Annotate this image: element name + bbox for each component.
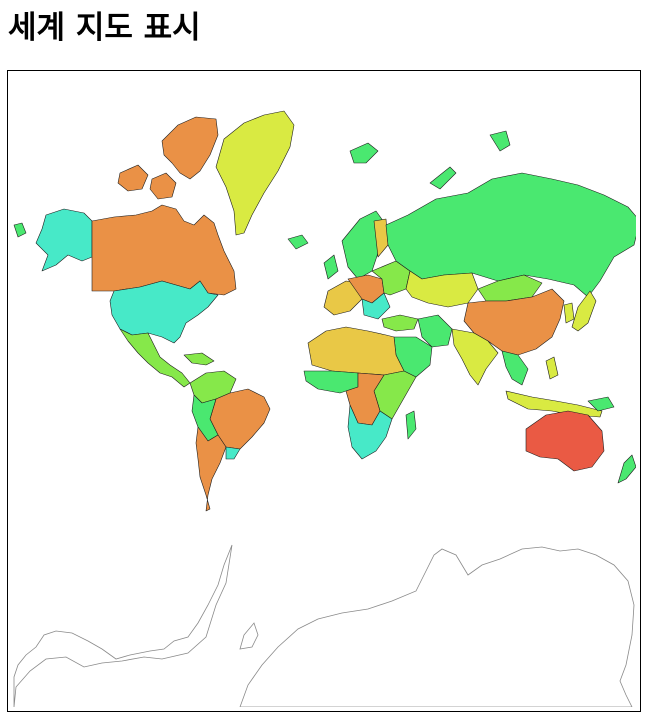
region-turkey[interactable] — [381, 314, 419, 332]
region-alaska[interactable] — [35, 208, 93, 272]
region-western-europe[interactable] — [323, 280, 363, 316]
region-southeast-asia[interactable] — [501, 350, 529, 386]
region-southern-africa[interactable] — [347, 404, 393, 460]
region-iceland[interactable] — [287, 234, 309, 250]
region-papua[interactable] — [587, 396, 615, 412]
region-india[interactable] — [451, 328, 499, 386]
region-argentina-chile[interactable] — [195, 426, 227, 512]
region-madagascar[interactable] — [405, 410, 417, 440]
region-iran[interactable] — [417, 314, 453, 348]
map-frame — [7, 70, 641, 712]
region-australia[interactable] — [525, 410, 605, 472]
region-japan[interactable] — [571, 290, 597, 332]
region-greenland[interactable] — [215, 110, 295, 236]
region-philippines[interactable] — [545, 356, 559, 380]
region-balkans[interactable] — [361, 292, 391, 320]
region-antarctica[interactable] — [13, 544, 233, 707]
region-canadian-islands-mid[interactable] — [149, 172, 177, 200]
region-svalbard[interactable] — [349, 142, 379, 164]
region-far-east-tip[interactable] — [13, 222, 27, 238]
region-new-zealand[interactable] — [617, 454, 636, 484]
world-map[interactable] — [12, 75, 636, 707]
region-novaya-zemlya[interactable] — [429, 166, 457, 190]
region-caribbean[interactable] — [183, 352, 215, 366]
region-kazakhstan[interactable] — [405, 270, 479, 308]
region-uk[interactable] — [323, 254, 339, 280]
page-title: 세계 지도 표시 — [8, 10, 201, 46]
region-north-africa[interactable] — [307, 326, 405, 376]
region-antarctica-east[interactable] — [239, 546, 635, 707]
region-canadian-arctic[interactable] — [161, 116, 219, 180]
region-korea[interactable] — [563, 302, 575, 324]
region-canadian-islands-west[interactable] — [117, 164, 149, 192]
region-uruguay[interactable] — [225, 446, 241, 460]
region-antarctica-island[interactable] — [239, 622, 259, 650]
region-indonesia[interactable] — [505, 390, 603, 418]
region-franz-josef[interactable] — [489, 130, 511, 152]
